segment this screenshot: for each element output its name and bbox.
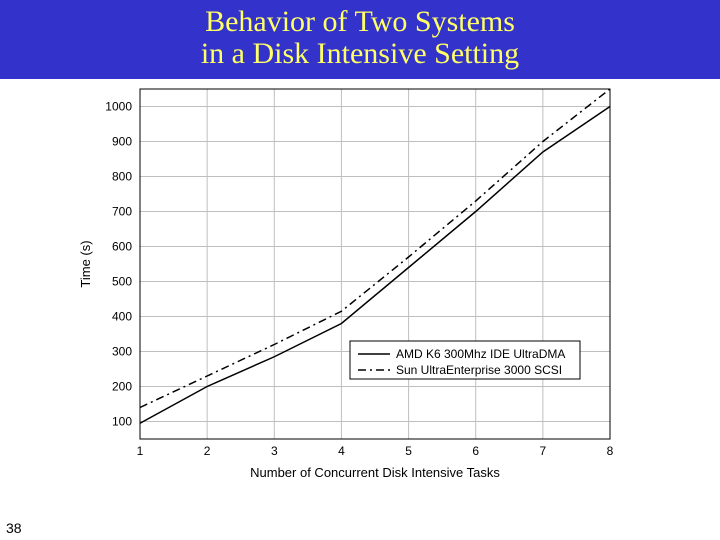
svg-text:5: 5 [405,444,412,458]
line-chart: 1 2 3 4 5 6 7 8 100 200 300 400 500 600 700 800 900 1000 N… [50,79,670,499]
svg-text:AMD K6 300Mhz IDE UltraDMA: AMD K6 300Mhz IDE UltraDMA [396,347,565,361]
title-line-1: Behavior of Two Systems [205,5,515,38]
svg-text:1: 1 [137,444,144,458]
page-number: 38 [6,520,22,536]
svg-text:600: 600 [112,240,132,254]
svg-text:200: 200 [112,380,132,394]
svg-text:4: 4 [338,444,345,458]
svg-text:1000: 1000 [105,100,132,114]
svg-text:400: 400 [112,310,132,324]
svg-text:Sun UltraEnterprise 3000 SCSI: Sun UltraEnterprise 3000 SCSI [396,363,562,377]
svg-text:100: 100 [112,415,132,429]
slide-header: Behavior of Two Systems in a Disk Intens… [0,0,720,79]
svg-text:3: 3 [271,444,278,458]
svg-text:300: 300 [112,345,132,359]
svg-text:700: 700 [112,205,132,219]
chart-container: 1 2 3 4 5 6 7 8 100 200 300 400 500 600 700 800 900 1000 N… [0,79,720,499]
slide-title: Behavior of Two Systems in a Disk Intens… [10,6,710,69]
svg-text:500: 500 [112,275,132,289]
svg-text:Number of Concurrent Disk Inte: Number of Concurrent Disk Intensive Task… [250,465,500,480]
svg-text:2: 2 [204,444,211,458]
title-line-2: in a Disk Intensive Setting [201,37,519,70]
svg-text:8: 8 [607,444,614,458]
svg-text:800: 800 [112,170,132,184]
svg-text:6: 6 [472,444,479,458]
svg-text:Time (s): Time (s) [78,240,93,287]
svg-text:900: 900 [112,135,132,149]
svg-text:7: 7 [540,444,547,458]
